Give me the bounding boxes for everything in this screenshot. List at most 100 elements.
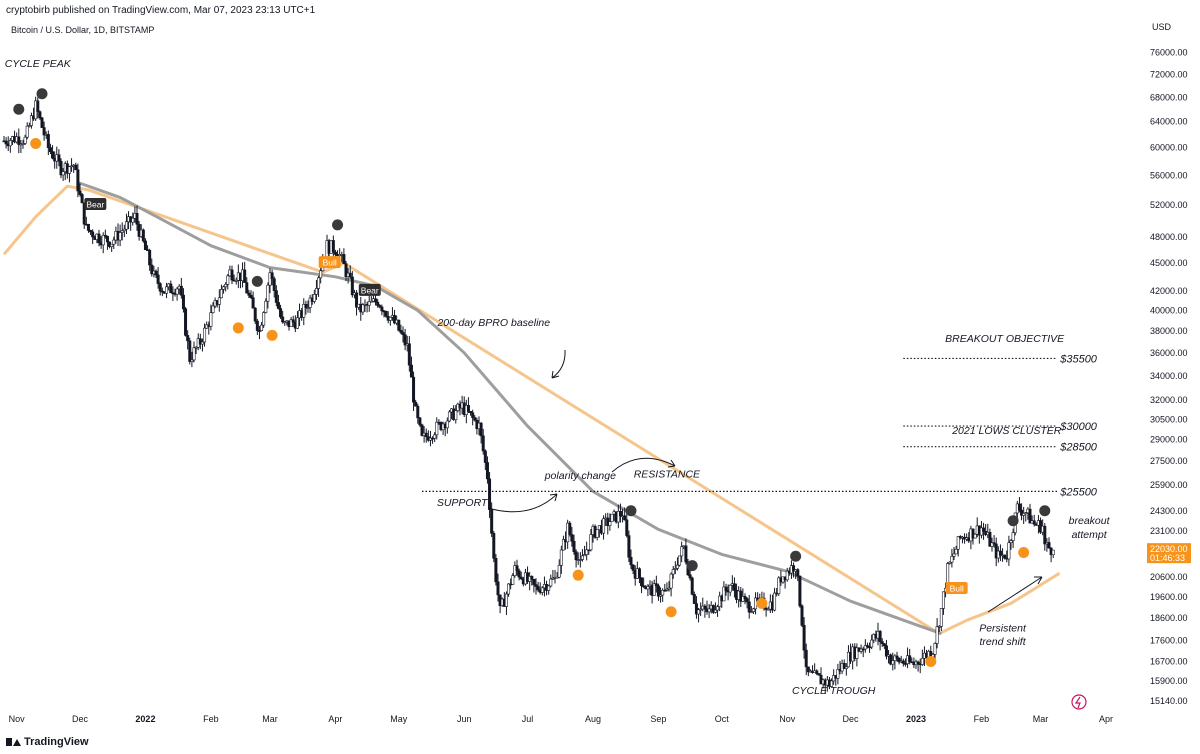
candle-body	[253, 307, 257, 322]
x-tick-label: Jun	[457, 714, 472, 724]
candle-body	[1043, 525, 1047, 545]
candle-body	[998, 550, 1002, 556]
candle-body	[751, 608, 755, 612]
candle-body	[549, 578, 553, 587]
candle-body	[158, 283, 162, 292]
candle-body	[492, 532, 496, 559]
orange-signal-marker	[925, 655, 937, 667]
symbol-title[interactable]: Bitcoin / U.S. Dollar, 1D, BITSTAMP	[11, 25, 155, 35]
candle-body	[23, 136, 27, 144]
candle-body	[48, 147, 52, 152]
candle-body	[262, 312, 266, 326]
x-tick-label: Aug	[585, 714, 601, 724]
candle-body	[260, 324, 264, 331]
candle-body	[690, 577, 694, 595]
y-tick-label: 72000.00	[1150, 69, 1188, 79]
y-tick-label: 48000.00	[1150, 232, 1188, 242]
dark-signal-marker	[790, 550, 802, 562]
candle-body	[623, 515, 627, 521]
candle-body	[361, 304, 365, 313]
footer-brand[interactable]: TradingView	[6, 736, 89, 748]
candle-body	[713, 609, 717, 613]
candle-body	[496, 581, 500, 596]
candle-body	[933, 643, 937, 655]
chart-annotation: 2021 LOWS CLUSTER	[951, 425, 1062, 437]
candle-body	[722, 586, 726, 602]
candle-body	[388, 316, 392, 321]
candle-body	[937, 626, 941, 628]
orange-signal-marker	[266, 329, 278, 341]
candle-body	[640, 577, 644, 587]
candle-body	[956, 536, 960, 550]
y-tick-label: 38000.00	[1150, 326, 1188, 336]
candle-body	[412, 376, 416, 403]
y-tick-label: 16700.00	[1150, 656, 1188, 666]
candle-body	[920, 657, 924, 665]
candle-body	[249, 295, 253, 298]
candle-body	[376, 301, 380, 306]
baseline-200d-orange-line	[2, 184, 1061, 636]
candle-body	[616, 511, 620, 523]
candle-body	[156, 274, 160, 284]
candle-body	[76, 169, 80, 192]
footer-brand-label: TradingView	[24, 736, 89, 748]
candle-body	[1024, 512, 1028, 515]
candle-body	[217, 297, 221, 305]
x-tick-label: Nov	[9, 714, 26, 724]
candle-body	[990, 542, 994, 547]
y-tick-label: 64000.00	[1150, 117, 1188, 127]
candle-body	[815, 670, 819, 674]
candle-body	[131, 217, 135, 223]
candle-body	[59, 160, 63, 176]
candle-body	[397, 319, 401, 331]
candle-body	[865, 645, 869, 648]
candle-body	[420, 424, 424, 436]
candle-body	[587, 549, 591, 552]
candle-body	[1017, 503, 1021, 511]
y-tick-label: 56000.00	[1150, 170, 1188, 180]
x-tick-label: Jul	[522, 714, 534, 724]
candle-body	[971, 528, 975, 539]
candle-body	[222, 286, 226, 290]
candle-body	[175, 288, 179, 295]
y-axis-unit: USD	[1152, 22, 1172, 32]
candle-body	[583, 554, 587, 557]
candle-body	[669, 573, 673, 589]
y-tick-label: 20600.00	[1150, 572, 1188, 582]
candle-body	[46, 134, 50, 148]
candle-body	[891, 660, 895, 665]
candle-body	[844, 666, 848, 669]
candle-body	[950, 555, 954, 563]
candle-body	[270, 272, 274, 280]
publisher-line: cryptobirb published on TradingView.com,…	[6, 5, 316, 16]
candle-body	[570, 534, 574, 542]
candle-body	[637, 568, 641, 579]
candle-body	[697, 609, 701, 615]
candle-body	[855, 647, 859, 659]
candle-body	[230, 269, 234, 281]
candle-body	[169, 283, 173, 294]
candle-body	[673, 568, 677, 570]
chart-annotation: CYCLE PEAK	[5, 58, 72, 70]
candle-body	[51, 151, 55, 159]
candle-body	[141, 229, 145, 242]
chart-annotation: trend shift	[980, 636, 1027, 648]
candle-body	[124, 221, 128, 230]
marker-layer: Bear Bull Bear Bull	[13, 88, 1051, 667]
candle-body	[610, 513, 614, 522]
candle-body	[777, 577, 781, 594]
candle-body	[663, 590, 667, 592]
candle-body	[471, 412, 475, 418]
candle-body	[608, 521, 612, 526]
candle-body	[378, 305, 382, 308]
y-tick-label: 76000.00	[1150, 48, 1188, 58]
candle-body	[572, 541, 576, 553]
candle-body	[148, 250, 152, 266]
y-tick-label: 34000.00	[1150, 371, 1188, 381]
y-tick-label: 45000.00	[1150, 258, 1188, 268]
orange-signal-marker	[665, 606, 677, 618]
candle-body	[27, 125, 31, 127]
candle-body	[1022, 513, 1026, 516]
candle-body	[878, 631, 882, 642]
candle-body	[181, 294, 185, 310]
